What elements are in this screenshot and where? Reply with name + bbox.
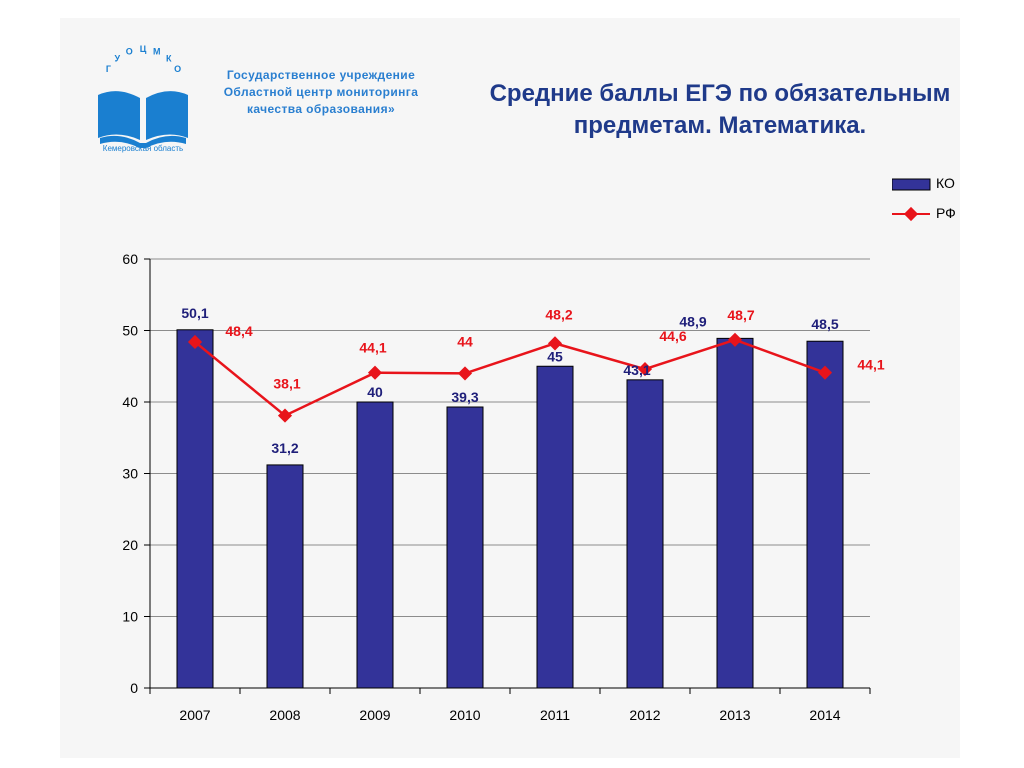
org-name-line: Областной центр мониторинга	[223, 85, 419, 99]
org-name-line: качества образования»	[246, 102, 396, 116]
data-label-rf: 48,2	[545, 306, 572, 322]
logo-letter: К	[166, 53, 172, 63]
legend-item-ko: КО	[892, 174, 1012, 194]
logo-letter: Г	[106, 64, 111, 74]
title-line: предметам. Математика.	[573, 112, 867, 139]
data-label-ko: 45	[547, 348, 563, 364]
point-rf	[187, 334, 203, 350]
data-label-rf: 44,1	[359, 340, 386, 356]
data-label-rf: 44,6	[659, 328, 686, 344]
bar-ko	[806, 340, 844, 689]
slide-title: Средние баллы ЕГЭ по обязательным предме…	[460, 78, 980, 142]
data-label-rf: 38,1	[273, 376, 300, 392]
y-tick-label: 10	[122, 609, 138, 625]
org-name-line: Государственное учреждение	[226, 68, 416, 82]
data-label-rf: 44	[457, 333, 473, 349]
logo-letter: О	[126, 46, 133, 56]
bar-ko	[176, 329, 214, 689]
data-label-rf: 48,4	[225, 323, 252, 339]
bar-ko	[716, 337, 754, 689]
data-label-ko: 48,5	[811, 316, 838, 332]
bar-ko	[536, 365, 574, 689]
legend-bar-swatch	[892, 178, 931, 191]
point-rf	[457, 366, 473, 381]
logo-letter: У	[114, 53, 120, 63]
data-label-ko: 48,9	[679, 313, 706, 329]
point-rf	[547, 336, 563, 351]
open-book-icon: ГУО Ц МКО	[98, 44, 188, 148]
bar-ko	[446, 406, 484, 689]
x-tick-label: 2007	[179, 707, 210, 723]
y-tick-label: 20	[122, 537, 138, 553]
title-line: Средние баллы ЕГЭ по обязательным	[489, 80, 951, 107]
x-tick-label: 2010	[449, 707, 480, 723]
point-rf	[367, 365, 383, 380]
legend-label-rf: РФ	[936, 205, 956, 221]
y-tick-label: 50	[122, 323, 138, 339]
x-tick-label: 2009	[359, 707, 390, 723]
data-label-rf: 44,1	[857, 357, 884, 373]
bar-ko	[356, 401, 394, 689]
x-tick-label: 2008	[269, 707, 300, 723]
data-label-ko: 31,2	[271, 440, 298, 456]
data-label-ko: 43,1	[623, 362, 650, 378]
legend-line-swatch	[892, 206, 930, 222]
legend-label-ko: КО	[936, 175, 955, 191]
legend-item-rf: РФ	[892, 204, 1012, 224]
point-rf	[817, 365, 833, 380]
y-tick-label: 0	[130, 680, 138, 696]
x-tick-label: 2014	[809, 707, 840, 723]
bar-ko	[626, 379, 664, 689]
x-tick-label: 2013	[719, 707, 750, 723]
data-label-rf: 48,7	[727, 307, 754, 323]
data-label-ko: 39,3	[451, 389, 478, 405]
data-label-ko: 50,1	[181, 305, 208, 321]
x-tick-label: 2012	[629, 707, 660, 723]
logo-caption: Кемеровская область	[102, 144, 184, 153]
y-tick-label: 30	[122, 466, 138, 482]
x-tick-label: 2011	[540, 707, 570, 723]
point-rf	[637, 362, 653, 377]
series-line-rf	[194, 338, 826, 418]
y-tick-label: 40	[122, 394, 138, 410]
bar-ko	[266, 464, 304, 689]
logo-letter: О	[174, 64, 181, 74]
data-label-ko: 40	[367, 384, 383, 400]
logo-letter: Ц	[140, 44, 147, 54]
point-rf	[277, 408, 293, 423]
logo-letters: ГУО Ц МКО	[106, 44, 181, 74]
point-rf	[727, 332, 743, 347]
y-tick-label: 60	[122, 251, 138, 267]
organization-name: Государственное учреждение Областной цен…	[206, 67, 436, 118]
logo-letter: М	[153, 46, 161, 56]
